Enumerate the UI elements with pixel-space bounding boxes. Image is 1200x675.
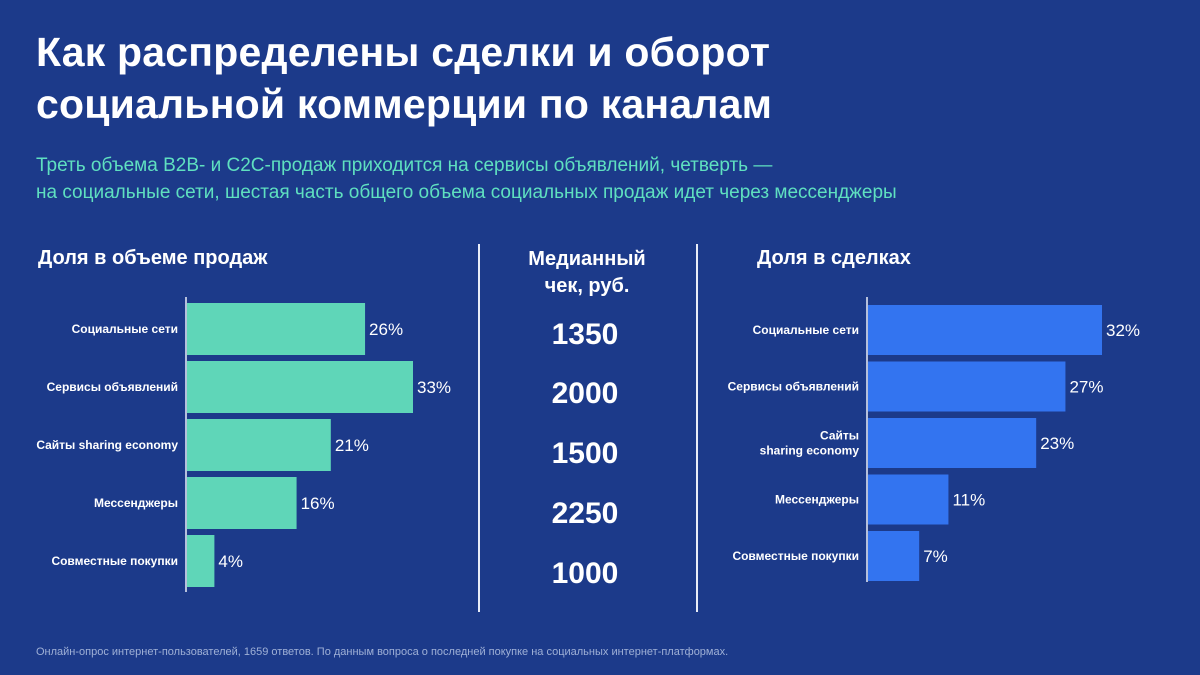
deals-category-label: Сервисы объявлений	[728, 380, 859, 394]
deals-bar	[868, 418, 1037, 468]
sales-value-label: 4%	[218, 552, 243, 571]
deals-value-label: 7%	[923, 547, 948, 566]
deals-category-label: Совместные покупки	[732, 549, 859, 563]
page-title: Как распределены сделки и оборот социаль…	[36, 26, 1036, 130]
sales-share-title: Доля в объеме продаж	[38, 247, 268, 269]
subtitle-line-1: Треть объема B2B- и C2C-продаж приходитс…	[36, 155, 773, 176]
sales-category-label: Совместные покупки	[51, 554, 178, 568]
deals-category-label: Сайты sharing economy	[760, 429, 860, 458]
subtitle-line-2: на социальные сети, шестая часть общего …	[36, 182, 897, 203]
median-value: 1500	[551, 437, 619, 470]
sales-category-label: Социальные сети	[72, 322, 178, 336]
sales-bar	[187, 419, 331, 471]
title-line-2: социальной коммерции по каналам	[36, 81, 773, 127]
sales-value-label: 26%	[369, 320, 403, 339]
median-heading-line-2: чек, руб.	[544, 275, 630, 297]
sales-value-label: 33%	[417, 378, 451, 397]
median-heading-line-1: Медианный	[528, 248, 646, 270]
sales-category-label: Сайты sharing economy	[36, 438, 178, 452]
sales-bar	[187, 303, 366, 355]
right-divider	[696, 244, 698, 612]
title-line-1: Как распределены сделки и оборот	[36, 29, 771, 75]
deals-value-label: 23%	[1040, 434, 1074, 453]
median-value: 2000	[551, 377, 619, 410]
deals-value-label: 11%	[952, 491, 985, 510]
sales-bar	[187, 477, 297, 529]
sales-bar	[187, 535, 215, 587]
deals-bar	[868, 361, 1066, 412]
left-divider	[478, 244, 480, 612]
deals-bar	[868, 531, 920, 581]
deals-bar	[868, 474, 949, 525]
deals-bar	[868, 305, 1102, 355]
median-value: 2250	[551, 497, 619, 530]
sales-value-label: 21%	[335, 436, 369, 455]
deals-category-label: Мессенджеры	[775, 493, 859, 507]
sales-category-label: Мессенджеры	[94, 496, 178, 510]
deals-share-title: Доля в сделках	[757, 247, 911, 269]
footnote: Онлайн-опрос интернет-пользователей, 165…	[36, 646, 729, 658]
median-value: 1000	[551, 557, 619, 590]
median-check-heading: Медианный чек, руб.	[497, 246, 677, 300]
sales-bar	[187, 361, 413, 413]
deals-category-label: Социальные сети	[753, 323, 859, 337]
deals-value-label: 27%	[1069, 378, 1103, 397]
sales-value-label: 16%	[301, 494, 335, 513]
deals-value-label: 32%	[1106, 321, 1140, 340]
sales-category-label: Сервисы объявлений	[47, 380, 178, 394]
median-value: 1350	[551, 318, 619, 351]
page-subtitle: Треть объема B2B- и C2C-продаж приходитс…	[36, 152, 1136, 206]
